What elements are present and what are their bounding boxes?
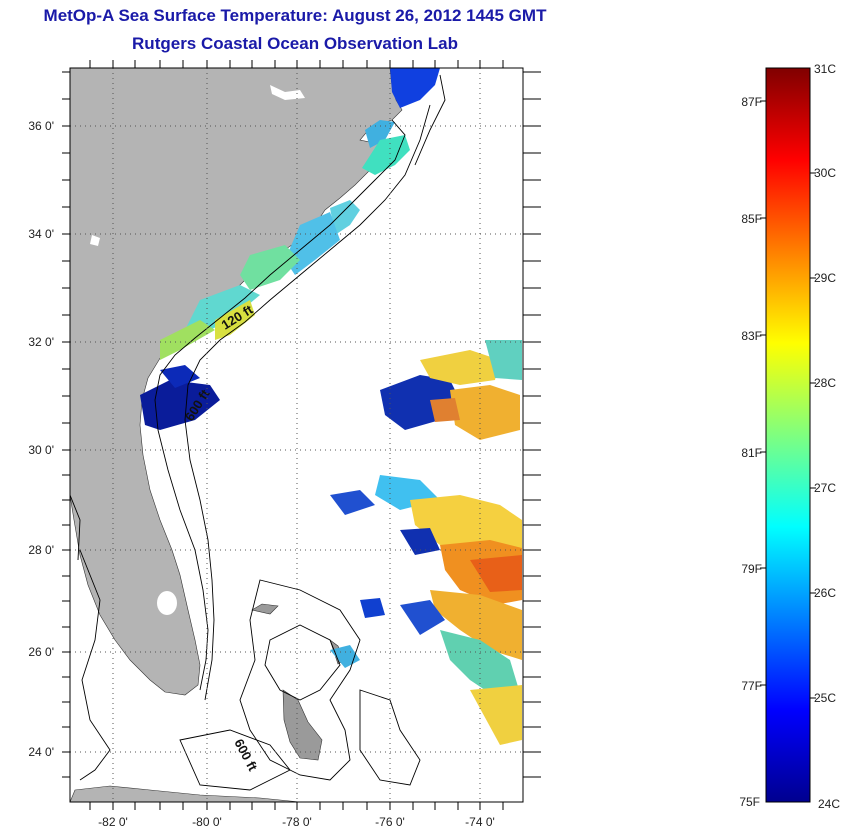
lon-label-80: -80 0' <box>192 815 222 829</box>
colorbar-ticks <box>760 100 816 699</box>
lat-label-26: 26 0' <box>28 645 54 659</box>
colorbar-c-29: 29C <box>814 271 836 285</box>
lon-label-76: -76 0' <box>375 815 405 829</box>
land-bahamas-grand <box>251 603 279 615</box>
colorbar-c-30: 30C <box>814 166 836 180</box>
colorbar-c-27: 27C <box>814 481 836 495</box>
lon-label-82: -82 0' <box>98 815 128 829</box>
lat-label-36: 36 0' <box>28 119 54 133</box>
land-cuba <box>70 785 301 802</box>
colorbar-f-87: 87F <box>741 95 762 109</box>
lat-label-34: 34 0' <box>28 227 54 241</box>
lat-label-28: 28 0' <box>28 543 54 557</box>
colorbar-c-28: 28C <box>814 376 836 390</box>
map-subtitle: Rutgers Coastal Ocean Observation Lab <box>132 34 458 53</box>
colorbar: 31C 30C 29C 28C 27C 26C 25C 24C 87F 85F … <box>739 62 840 811</box>
lon-label-74: -74 0' <box>465 815 495 829</box>
map-title: MetOp-A Sea Surface Temperature: August … <box>43 6 547 25</box>
lake-shape-2 <box>90 235 100 246</box>
lat-label-30: 30 0' <box>28 443 54 457</box>
land-mainland <box>70 68 403 696</box>
colorbar-f-75: 75F <box>739 795 760 809</box>
sst-data <box>140 68 522 745</box>
land-bahamas-andros <box>282 689 323 761</box>
bathymetry-contours <box>70 74 446 791</box>
lake-shape <box>270 85 305 100</box>
colorbar-c-26: 26C <box>814 586 836 600</box>
map-area: 120 ft 600 ft 600 ft <box>28 60 541 829</box>
colorbar-f-77: 77F <box>741 679 762 693</box>
colorbar-f-85: 85F <box>741 212 762 226</box>
colorbar-f-83: 83F <box>741 329 762 343</box>
map-grid <box>70 68 523 802</box>
lat-label-32: 32 0' <box>28 335 54 349</box>
colorbar-c-25: 25C <box>814 691 836 705</box>
lat-label-24: 24 0' <box>28 745 54 759</box>
lon-label-78: -78 0' <box>282 815 312 829</box>
colorbar-f-81: 81F <box>741 446 762 460</box>
lake-okeechobee <box>157 591 177 615</box>
colorbar-f-79: 79F <box>741 562 762 576</box>
map-ticks <box>62 60 541 810</box>
colorbar-gradient <box>765 67 811 803</box>
colorbar-c-24: 24C <box>818 797 840 811</box>
colorbar-c-31: 31C <box>814 62 836 76</box>
